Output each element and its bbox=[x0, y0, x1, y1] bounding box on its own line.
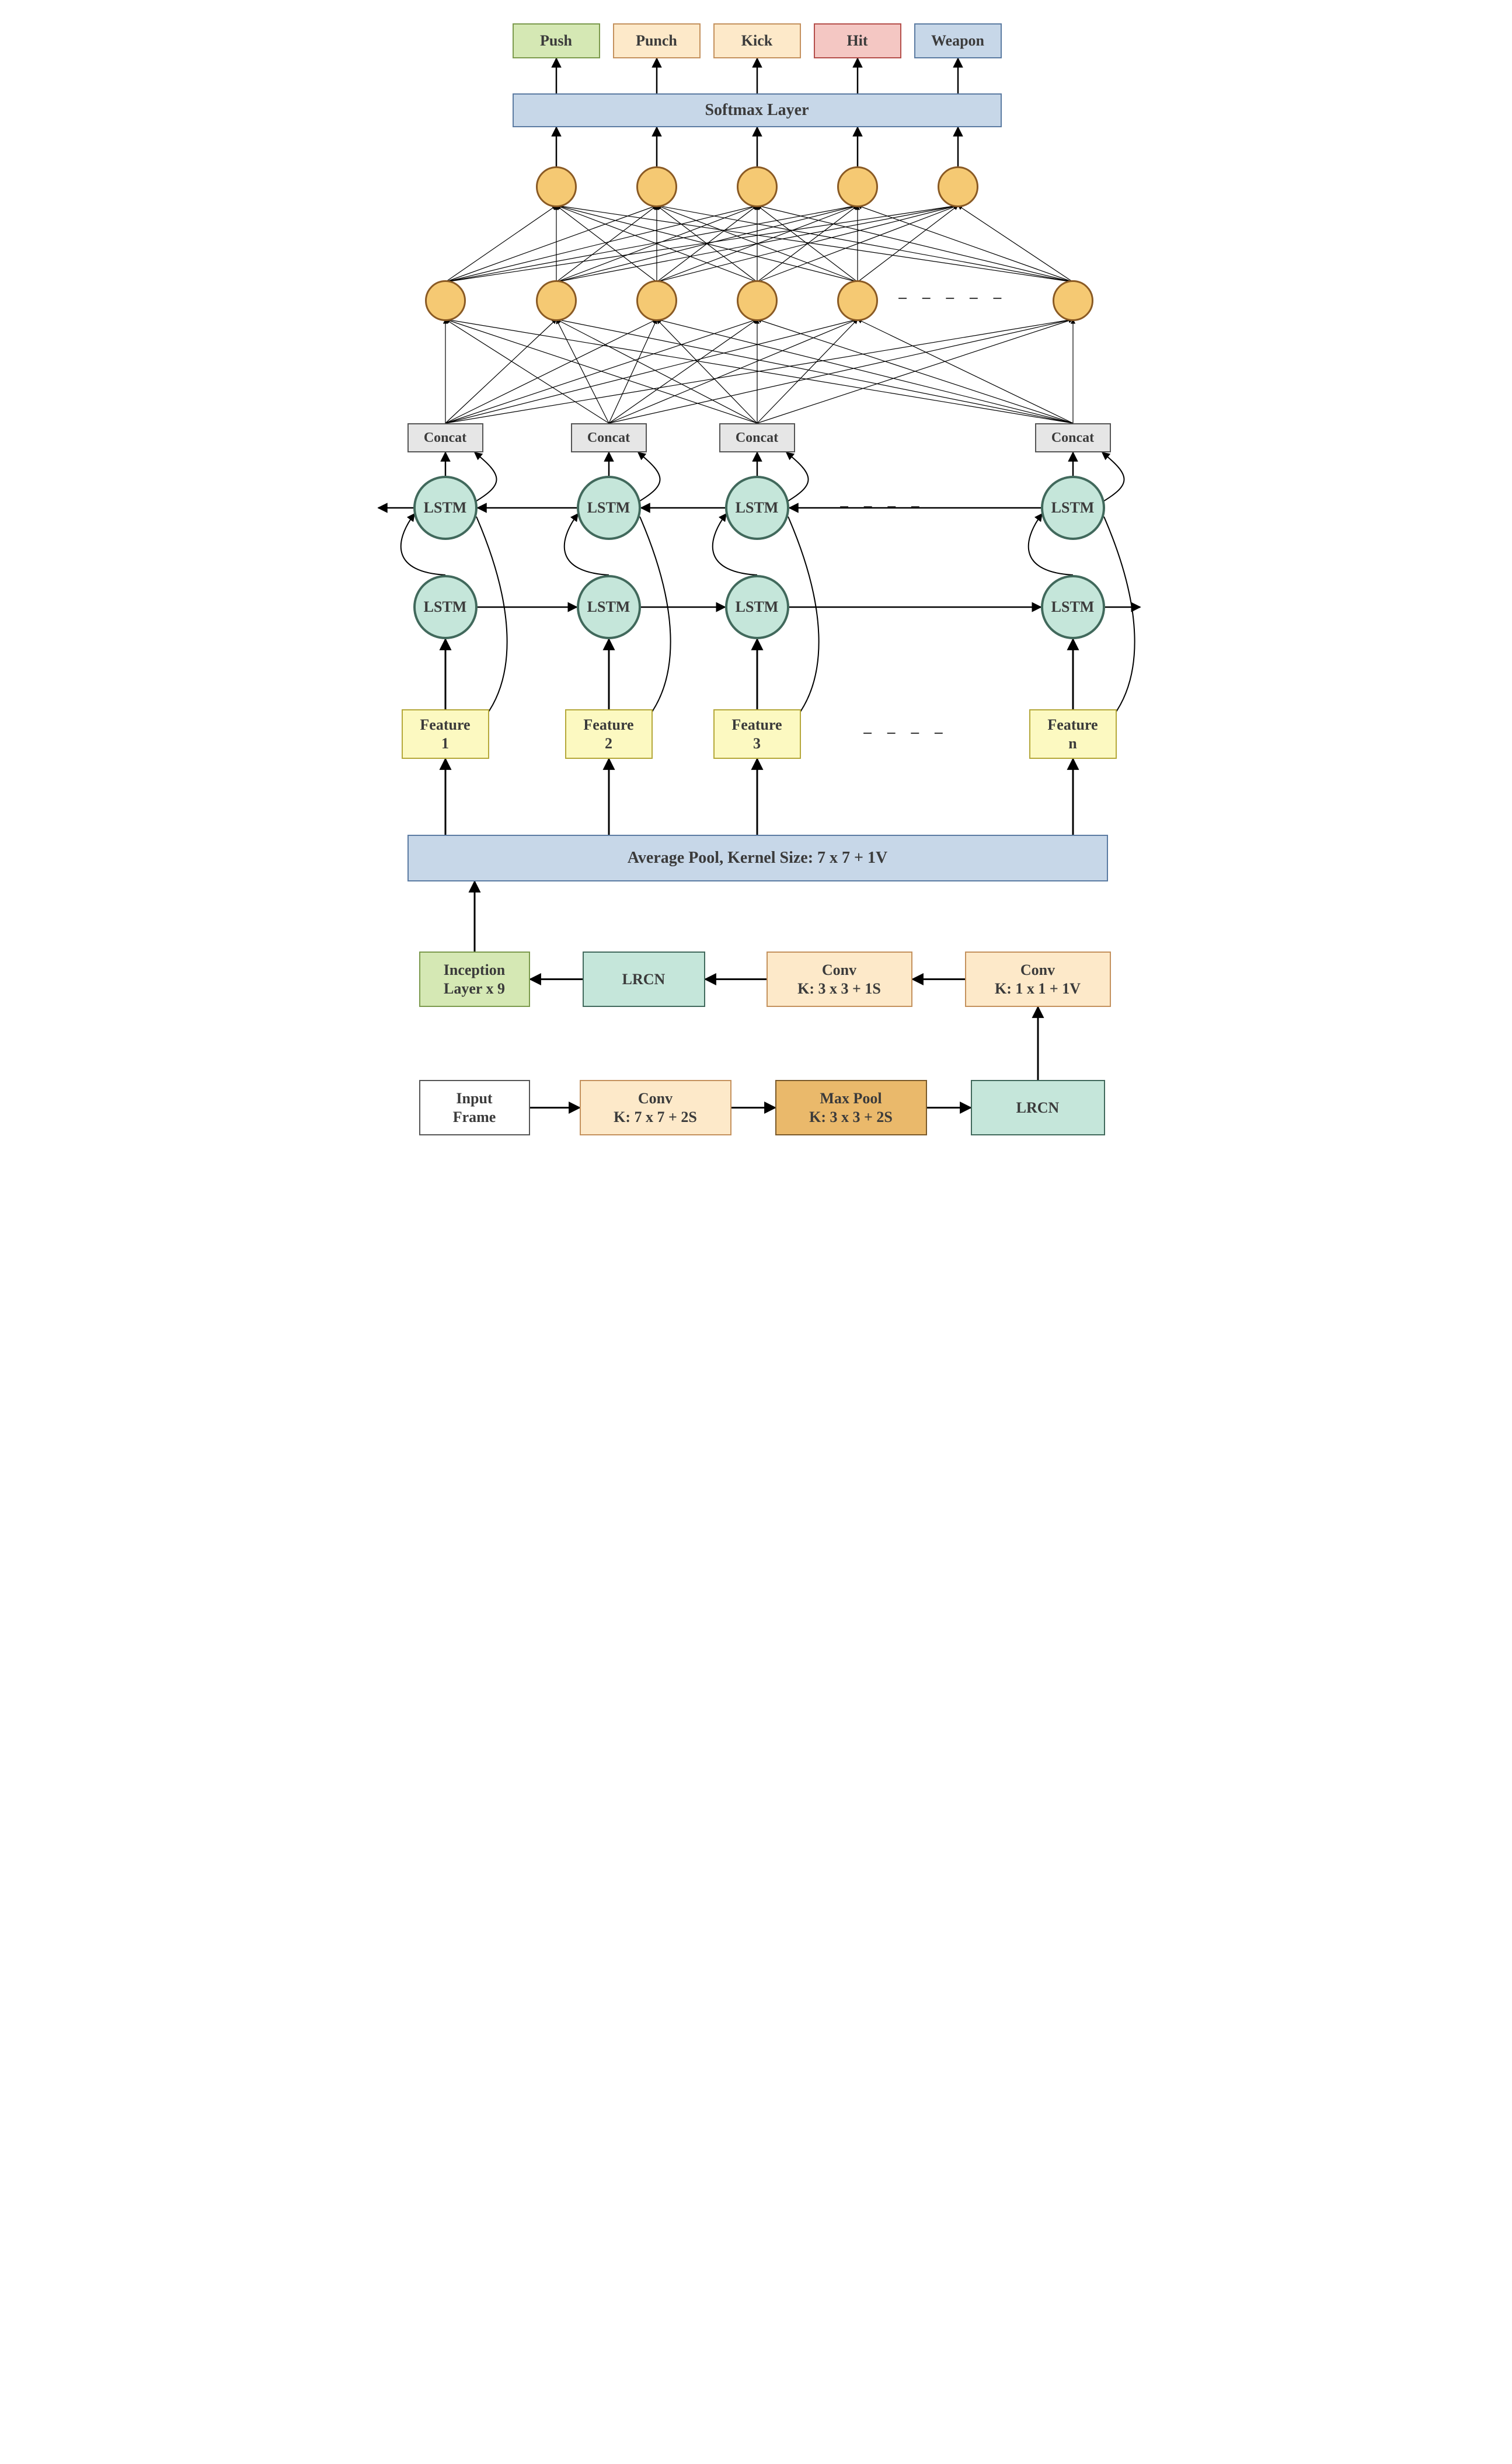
concat-2: Concat bbox=[719, 423, 795, 452]
concat-0: Concat bbox=[407, 423, 483, 452]
lstm-top-3: LSTM bbox=[1041, 476, 1105, 540]
softmax-layer: Softmax Layer bbox=[513, 93, 1002, 127]
row2-0: Input Frame bbox=[419, 1080, 530, 1135]
concat-1: Concat bbox=[571, 423, 647, 452]
dense-top-0 bbox=[536, 166, 577, 207]
feature-3: Feature n bbox=[1029, 709, 1117, 759]
output-box-4: Weapon bbox=[914, 23, 1002, 58]
row1-3: Conv K: 1 x 1 + 1V bbox=[965, 952, 1111, 1007]
row1-1: LRCN bbox=[583, 952, 705, 1007]
dense-top-1 bbox=[636, 166, 677, 207]
row2-2: Max Pool K: 3 x 3 + 2S bbox=[775, 1080, 927, 1135]
dense-bottom-4 bbox=[837, 280, 878, 321]
dense-bottom-3 bbox=[737, 280, 778, 321]
row2-3: LRCN bbox=[971, 1080, 1105, 1135]
lstm-top-ellipsis: − − − − bbox=[839, 497, 925, 517]
output-box-0: Push bbox=[513, 23, 600, 58]
lstm-bot-2: LSTM bbox=[725, 575, 789, 639]
lstm-bot-0: LSTM bbox=[413, 575, 478, 639]
lstm-bot-1: LSTM bbox=[577, 575, 641, 639]
dense-top-4 bbox=[938, 166, 978, 207]
feature-2: Feature 3 bbox=[713, 709, 801, 759]
dense-ellipsis: − − − − − bbox=[898, 289, 1007, 309]
dense-bottom-1 bbox=[536, 280, 577, 321]
feature-1: Feature 2 bbox=[565, 709, 653, 759]
lstm-top-2: LSTM bbox=[725, 476, 789, 540]
feature-ellipsis: − − − − bbox=[863, 724, 949, 744]
row1-2: Conv K: 3 x 3 + 1S bbox=[767, 952, 912, 1007]
lstm-bot-3: LSTM bbox=[1041, 575, 1105, 639]
output-box-1: Punch bbox=[613, 23, 701, 58]
lstm-top-1: LSTM bbox=[577, 476, 641, 540]
architecture-diagram: Push Punch Kick Hit Weapon Softmax Layer − − −… bbox=[378, 12, 1134, 1243]
avg-pool: Average Pool, Kernel Size: 7 x 7 + 1V bbox=[407, 835, 1108, 881]
row1-0: Inception Layer x 9 bbox=[419, 952, 530, 1007]
dense-bottom-5 bbox=[1053, 280, 1093, 321]
dense-bottom-2 bbox=[636, 280, 677, 321]
dense-top-2 bbox=[737, 166, 778, 207]
output-box-2: Kick bbox=[713, 23, 801, 58]
concat-3: Concat bbox=[1035, 423, 1111, 452]
row2-1: Conv K: 7 x 7 + 2S bbox=[580, 1080, 731, 1135]
lstm-top-0: LSTM bbox=[413, 476, 478, 540]
dense-top-3 bbox=[837, 166, 878, 207]
dense-bottom-0 bbox=[425, 280, 466, 321]
output-box-3: Hit bbox=[814, 23, 901, 58]
feature-0: Feature 1 bbox=[402, 709, 489, 759]
